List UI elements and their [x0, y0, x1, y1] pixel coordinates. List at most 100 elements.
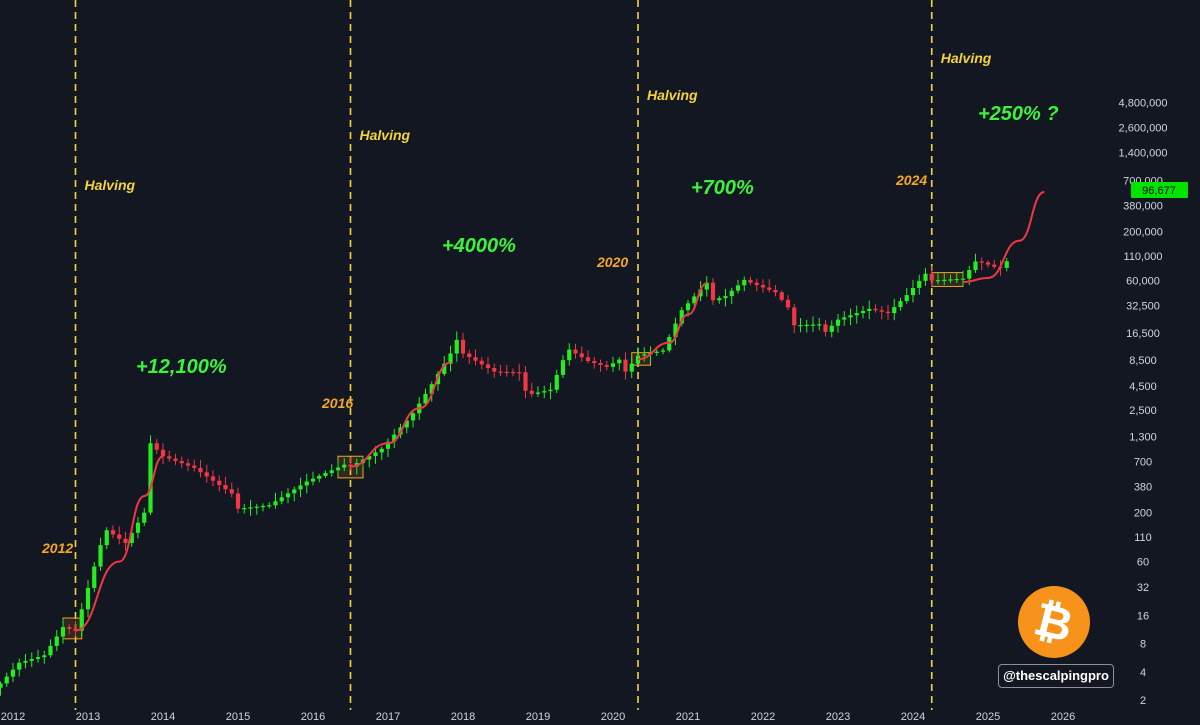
candle-body: [67, 627, 72, 629]
candle-body: [942, 279, 947, 281]
candle-body: [298, 485, 303, 490]
y-tick-label: 4,500: [1129, 381, 1157, 393]
x-tick-label: 2023: [826, 711, 850, 723]
candle-body: [229, 489, 234, 494]
candle-body: [98, 545, 103, 567]
candle-body: [492, 368, 497, 372]
candle-body: [198, 467, 203, 473]
projection-curve: [350, 361, 451, 468]
y-tick-label: 2: [1140, 695, 1146, 707]
candle-body: [498, 371, 503, 373]
y-tick-label: 380,000: [1123, 200, 1163, 212]
candle-body: [260, 505, 266, 508]
candle-body: [892, 307, 897, 314]
y-tick-label: 8,500: [1129, 355, 1157, 367]
candle-body: [4, 676, 9, 684]
candle-body: [335, 467, 341, 471]
candle-body: [273, 501, 278, 506]
candle-body: [623, 359, 628, 372]
candle-body: [867, 308, 872, 311]
candle-body: [923, 273, 928, 281]
candle-body: [585, 357, 591, 362]
x-tick-label: 2019: [526, 711, 550, 723]
y-tick-label: 200,000: [1123, 227, 1163, 239]
x-tick-label: 2024: [901, 711, 925, 723]
candle-body: [642, 354, 647, 356]
candle-body: [210, 476, 216, 481]
x-tick-label: 2015: [226, 711, 250, 723]
y-tick-label: 16,500: [1126, 328, 1160, 340]
candle-body: [567, 349, 572, 361]
halving-label: Halving: [941, 50, 992, 66]
candle-body: [735, 285, 741, 291]
candle-body: [729, 290, 734, 297]
candle-body: [523, 372, 528, 391]
candle-body: [617, 359, 622, 364]
candle-body: [685, 303, 691, 311]
candle-body: [679, 310, 684, 324]
candle-body: [548, 389, 553, 392]
candle-body: [948, 279, 953, 281]
candle-body: [954, 279, 959, 281]
candle-body: [804, 324, 809, 326]
cycle-year-label: 2020: [596, 254, 628, 270]
candle-body: [17, 662, 22, 670]
bitcoin-glyph: ₿: [1029, 591, 1079, 653]
candle-body: [267, 505, 272, 507]
candle-body: [929, 273, 934, 281]
candle-body: [329, 470, 334, 474]
candle-body: [785, 299, 791, 308]
candle-body: [985, 262, 991, 265]
cycle-year-label: 2016: [321, 395, 353, 411]
y-tick-label: 2,500: [1129, 405, 1157, 417]
candle-body: [285, 493, 291, 498]
candle-body: [35, 657, 41, 660]
last-price-label: 96,677: [1142, 185, 1176, 197]
x-tick-label: 2021: [676, 711, 700, 723]
cycle-year-label: 2012: [41, 540, 73, 556]
accumulation-boxes: [62, 272, 964, 640]
candle-body: [510, 371, 516, 374]
candle-body: [235, 493, 241, 509]
y-tick-label: 4: [1140, 667, 1146, 679]
candle-body: [454, 339, 459, 354]
candle-body: [542, 391, 547, 393]
candle-body: [117, 534, 122, 539]
x-tick-label: 2020: [601, 711, 625, 723]
candle-body: [817, 324, 822, 326]
candle-body: [154, 443, 159, 450]
cycle-gain-label: +12,100%: [136, 356, 227, 378]
candle-body: [185, 463, 191, 466]
candle-body: [760, 285, 766, 288]
candle-body: [135, 522, 141, 533]
y-tick-label: 700: [1134, 457, 1152, 469]
annotations: Halving Halving Halving Halving 2012 +12,100%…: [41, 50, 1059, 556]
candle-body: [810, 324, 816, 326]
candle-body: [698, 289, 703, 297]
candle-body: [629, 363, 634, 372]
candle-body: [860, 310, 866, 314]
x-tick-label: 2014: [151, 711, 175, 723]
y-tick-label: 8: [1140, 639, 1146, 651]
candle-body: [917, 280, 922, 288]
projection-curve: [637, 282, 708, 361]
candle-body: [460, 339, 466, 354]
x-tick-label: 2022: [751, 711, 775, 723]
candle-body: [879, 310, 884, 312]
candle-body: [379, 448, 384, 453]
candle-body: [367, 455, 372, 460]
candle-body: [754, 282, 759, 286]
candle-body: [979, 261, 984, 263]
x-tick-label: 2025: [976, 711, 1000, 723]
candle-body: [773, 289, 778, 293]
candle-body: [79, 609, 84, 631]
candle-body: [442, 363, 447, 374]
candle-body: [742, 279, 747, 286]
candle-body: [473, 357, 478, 361]
candle-body: [829, 325, 834, 332]
candle-body: [373, 452, 378, 456]
candle-body: [242, 508, 247, 510]
projection-curve: [962, 191, 1045, 283]
halving-label: Halving: [647, 87, 698, 103]
